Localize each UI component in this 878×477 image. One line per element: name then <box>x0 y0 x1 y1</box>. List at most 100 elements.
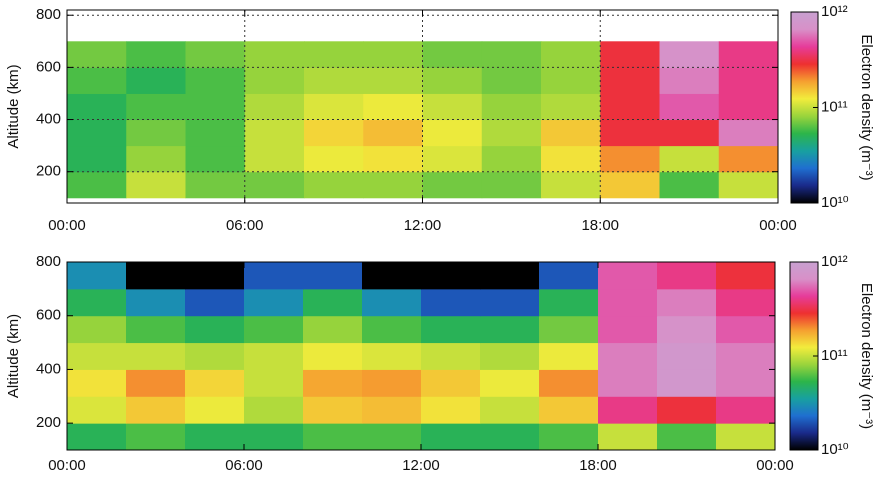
heatmap-cell <box>304 171 364 199</box>
heatmap-cell <box>362 423 422 451</box>
heatmap-cell <box>185 67 246 94</box>
heatmap-cell <box>541 67 601 94</box>
heatmap-cell <box>718 41 779 68</box>
x-tick-label: 00:00 <box>48 457 86 474</box>
heatmap-cell <box>244 396 304 424</box>
heatmap-cell <box>600 171 660 199</box>
y-tick-label: 400 <box>36 111 61 128</box>
heatmap-cell <box>598 369 658 397</box>
heatmap-cell <box>362 315 422 344</box>
heatmap-cell <box>657 288 717 317</box>
heatmap-cell <box>363 145 423 173</box>
heatmap-cell <box>303 262 363 290</box>
heatmap-cell <box>304 145 364 173</box>
heatmap-cell <box>185 288 245 317</box>
heatmap-cell <box>126 171 186 199</box>
heatmap-cell <box>67 262 127 290</box>
heatmap-cell <box>657 396 717 424</box>
heatmap-cell <box>67 171 127 199</box>
heatmap-cell <box>659 67 720 94</box>
heatmap-cell <box>421 423 481 451</box>
x-tick-label: 06:00 <box>225 457 263 474</box>
heatmap-cell <box>126 396 186 424</box>
heatmap-cell <box>598 342 658 370</box>
heatmap-cell <box>185 423 245 451</box>
x-tick-label: 12:00 <box>404 217 442 234</box>
heatmap-cell <box>244 315 304 344</box>
heatmap-cell <box>67 369 127 397</box>
heatmap-cell <box>185 145 246 173</box>
heatmap-cell <box>303 342 363 370</box>
x-tick-label: 18:00 <box>581 217 619 234</box>
heatmap-cell <box>303 288 363 317</box>
heatmap-cell <box>244 67 305 94</box>
heatmap-cell <box>600 67 660 94</box>
x-tick-label: 00:00 <box>759 217 797 234</box>
y-tick-label: 400 <box>36 360 61 377</box>
heatmap-cell <box>126 423 186 451</box>
heatmap-cell <box>304 67 364 94</box>
heatmap-cell <box>67 423 127 451</box>
heatmap-cell <box>362 262 422 290</box>
heatmap-cell <box>480 342 540 370</box>
heatmap-cell <box>362 342 422 370</box>
heatmap-cell <box>185 369 245 397</box>
heatmap-cell <box>657 369 717 397</box>
heatmap-cell <box>67 396 127 424</box>
heatmap-cell <box>598 315 658 344</box>
colorbar-label: Electron density (m⁻³) <box>858 283 875 429</box>
heatmap-cell <box>481 93 542 121</box>
heatmap-cell <box>657 262 717 290</box>
colorbar-tick-label: 10¹² <box>821 3 848 20</box>
heatmap-cell <box>363 171 423 199</box>
panel: 00:00 06:00 12:00 18:00 00:00 200 400 600 800 Alt… <box>5 3 875 234</box>
y-tick-label: 600 <box>36 307 61 324</box>
heatmap-cell <box>362 369 422 397</box>
heatmap-cell <box>126 342 186 370</box>
heatmap-cell <box>600 41 660 68</box>
heatmap-cell <box>598 288 658 317</box>
heatmap-cell <box>541 93 601 121</box>
heatmap-cell <box>422 145 483 173</box>
heatmap-cell <box>185 315 245 344</box>
heatmap-cell <box>304 119 364 147</box>
heatmap-cell <box>363 119 423 147</box>
heatmap-cell <box>659 119 720 147</box>
heatmap-cell <box>480 315 540 344</box>
heatmap-cell <box>481 67 542 94</box>
heatmap-cell <box>480 396 540 424</box>
heatmap-cell <box>185 262 245 290</box>
heatmap-cell <box>481 171 542 199</box>
heatmap-cell <box>539 369 599 397</box>
heatmap-cell <box>185 93 246 121</box>
heatmap-cell <box>421 315 481 344</box>
heatmap-cell <box>362 288 422 317</box>
heatmap-cell <box>541 119 601 147</box>
heatmap-cell <box>480 288 540 317</box>
heatmap-cell <box>185 41 246 68</box>
heatmap-cell <box>67 41 127 68</box>
heatmap-cell <box>718 145 779 173</box>
heatmap-cell <box>303 369 363 397</box>
heatmap-cell <box>716 423 776 451</box>
heatmap-cell <box>541 145 601 173</box>
heatmap-cell <box>659 41 720 68</box>
heatmap-cell <box>716 396 776 424</box>
y-tick-label: 200 <box>36 414 61 431</box>
heatmap-cell <box>126 145 186 173</box>
heatmap-cell <box>539 288 599 317</box>
colorbar-label: Electron density (m⁻³) <box>858 34 875 180</box>
heatmap-cell <box>244 262 304 290</box>
heatmap-cell <box>657 315 717 344</box>
heatmap-cell <box>600 119 660 147</box>
heatmap-cell <box>185 119 246 147</box>
heatmap-cell <box>539 262 599 290</box>
heatmap-cell <box>422 93 483 121</box>
heatmap-cell <box>126 369 186 397</box>
heatmap-cell <box>480 369 540 397</box>
heatmap-cell <box>126 288 186 317</box>
colorbar-tick-label: 10¹¹ <box>821 98 848 115</box>
heatmap-cell <box>600 93 660 121</box>
heatmap-cell <box>244 41 305 68</box>
heatmap-cell <box>244 423 304 451</box>
